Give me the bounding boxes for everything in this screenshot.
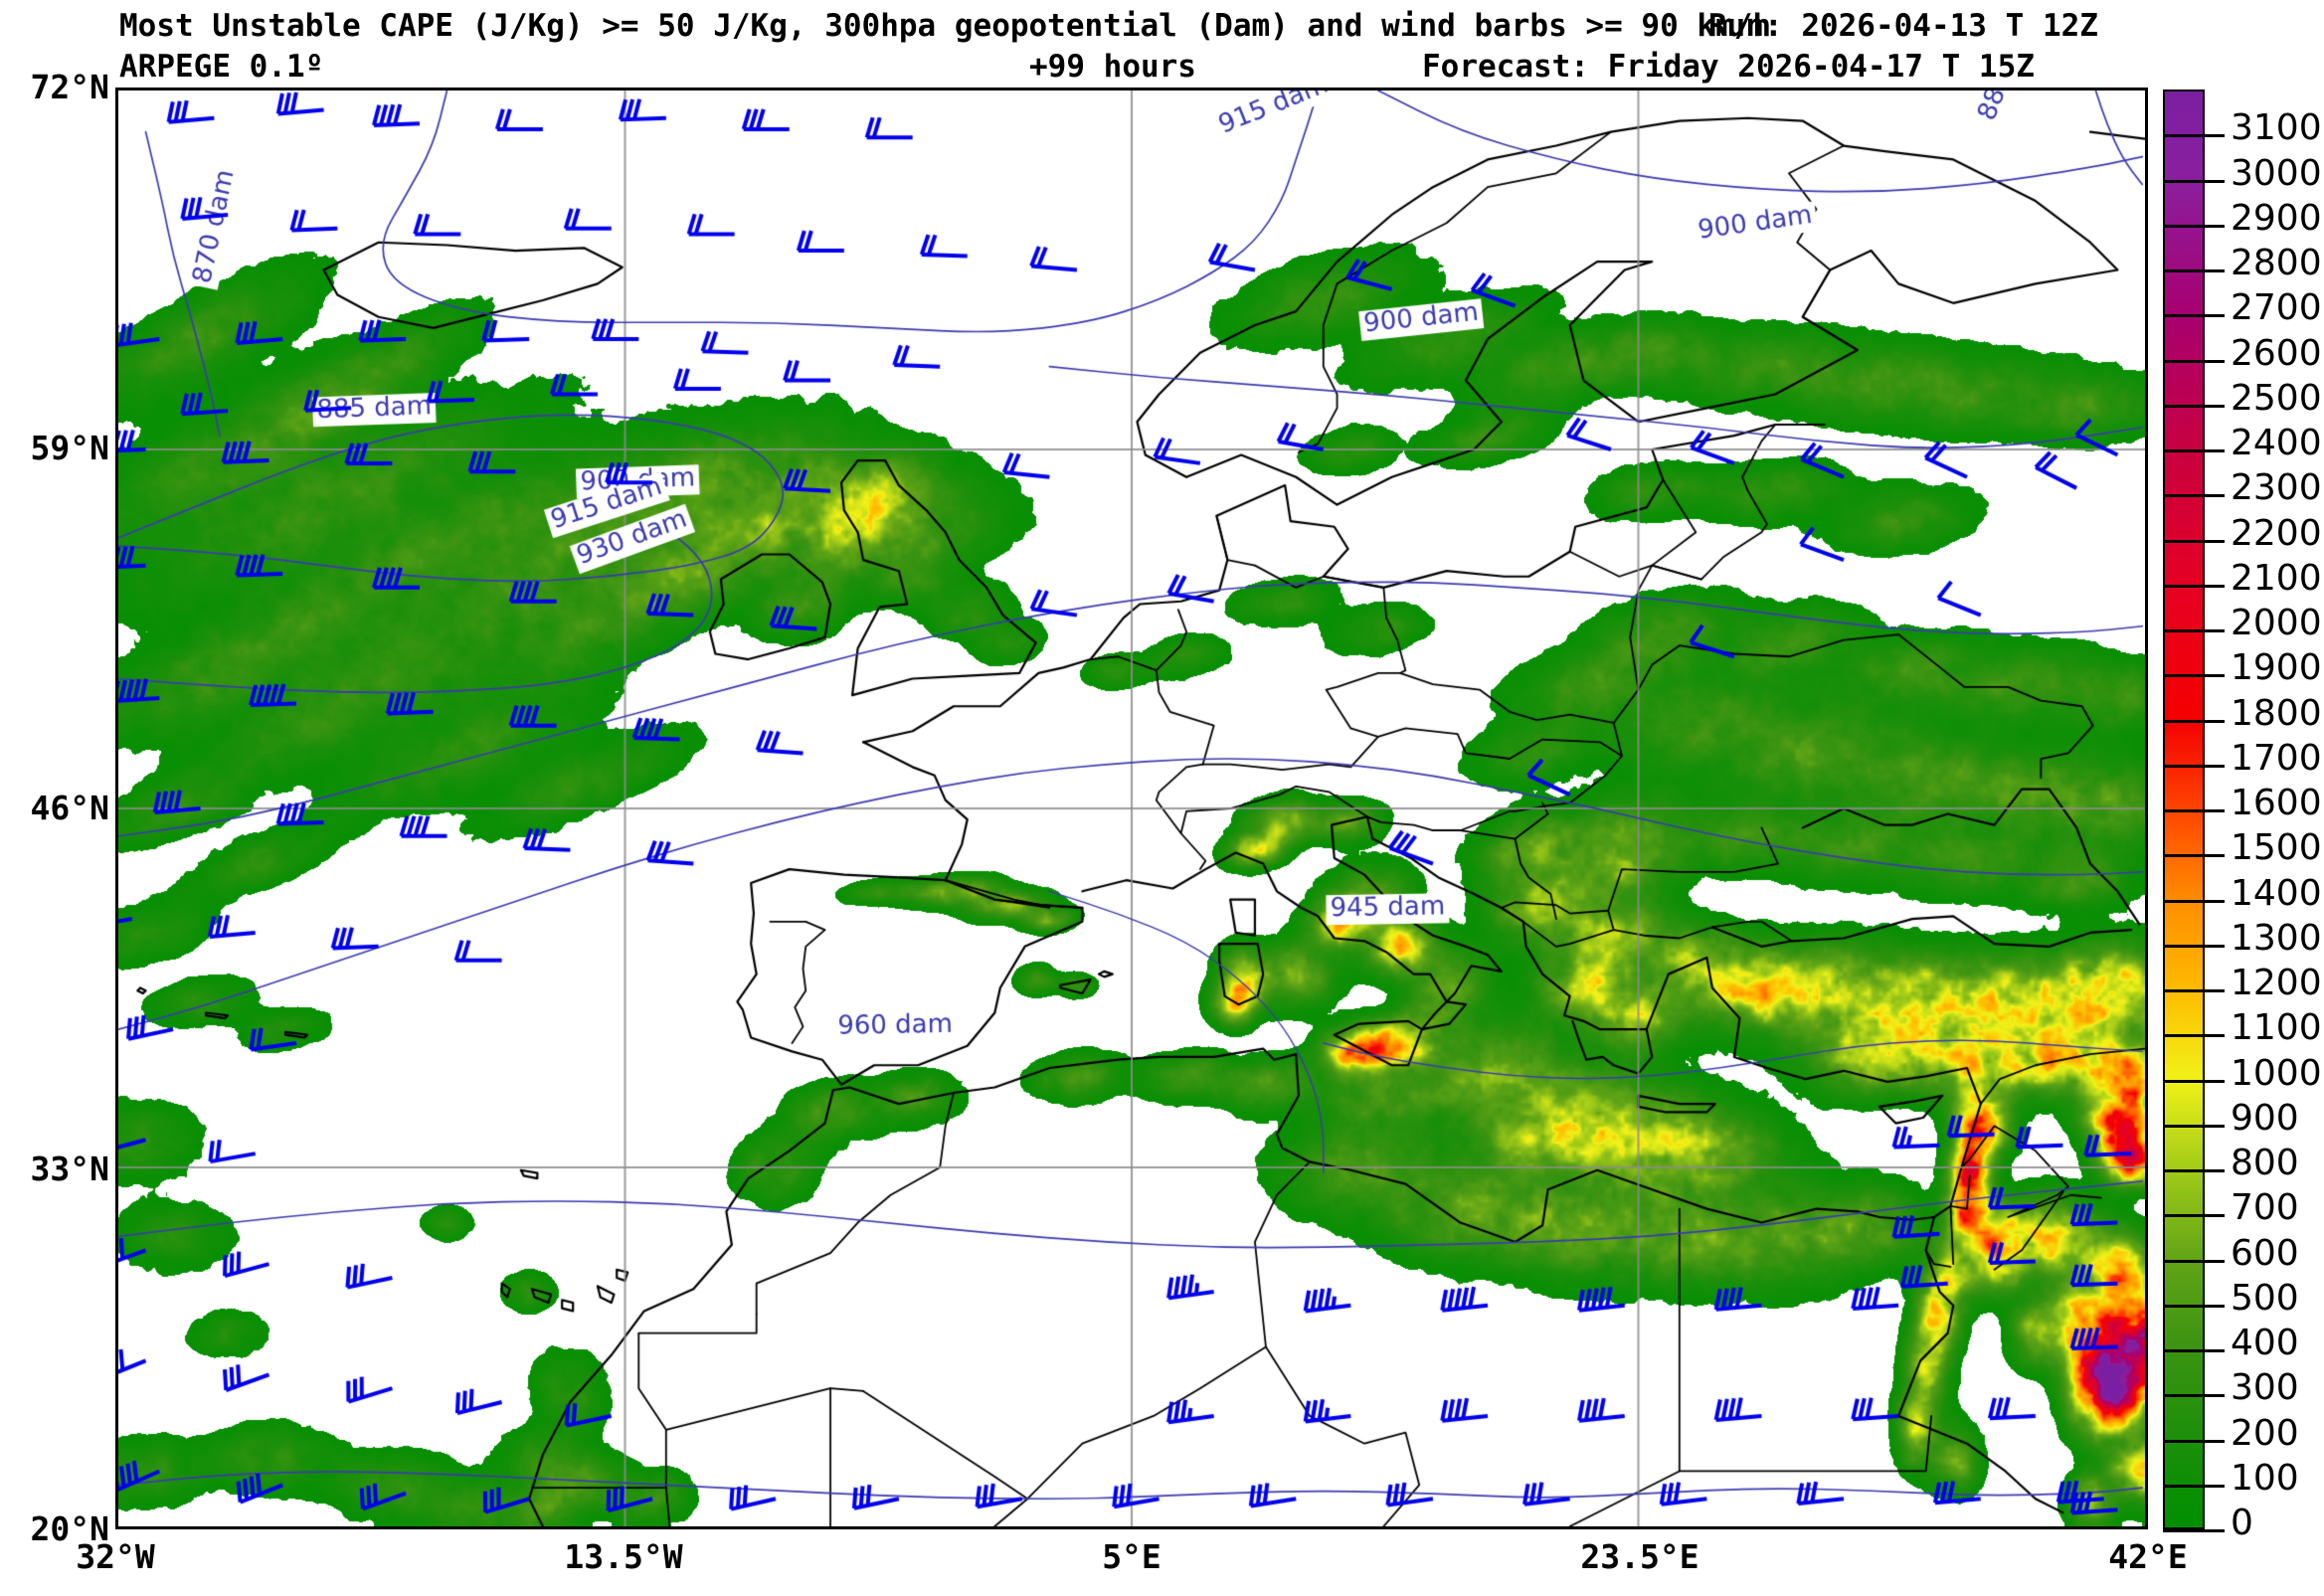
y-axis-tick-label: 20°N	[30, 1509, 109, 1548]
colorbar-tick-mark	[2163, 1394, 2225, 1398]
y-axis-tick-label: 72°N	[30, 68, 109, 106]
colorbar-tick-label: 1500	[2231, 827, 2322, 869]
colorbar-tick-mark	[2163, 899, 2225, 903]
colorbar-tick-mark	[2163, 1529, 2225, 1532]
colorbar-tick-mark	[2163, 1169, 2225, 1172]
colorbar-tick-mark	[2163, 944, 2225, 948]
colorbar-tick-label: 3100	[2231, 107, 2322, 149]
colorbar-tick-label: 1400	[2231, 872, 2322, 914]
colorbar-tick-mark	[2163, 629, 2225, 632]
x-axis-tick-label: 13.5°W	[564, 1537, 683, 1576]
colorbar-tick-label: 2700	[2231, 287, 2322, 329]
lead-time-label: +99 hours	[1029, 49, 1196, 85]
colorbar-tick-mark	[2163, 359, 2225, 363]
colorbar-tick-label: 600	[2231, 1232, 2299, 1274]
colorbar-tick-mark	[2163, 989, 2225, 992]
colorbar-tick-label: 2600	[2231, 332, 2322, 374]
colorbar-tick-mark	[2163, 1304, 2225, 1308]
colorbar-tick-label: 800	[2231, 1143, 2299, 1183]
colorbar-tick-mark	[2163, 1034, 2225, 1038]
colorbar-tick-label: 1700	[2231, 737, 2322, 779]
colorbar-tick-mark	[2163, 224, 2225, 228]
x-axis-tick-label: 42°E	[2108, 1537, 2188, 1576]
x-axis-tick-label: 23.5°E	[1580, 1537, 1699, 1576]
colorbar-tick-label: 3000	[2231, 152, 2322, 194]
y-axis-tick-label: 46°N	[30, 789, 109, 827]
colorbar-tick-mark	[2163, 314, 2225, 318]
page-title: Most Unstable CAPE (J/Kg) >= 50 J/Kg, 30…	[119, 8, 1772, 44]
colorbar-tick-mark	[2163, 584, 2225, 588]
colorbar-tick-mark	[2163, 1439, 2225, 1443]
colorbar-tick-label: 2500	[2231, 377, 2322, 419]
colorbar-tick-label: 2300	[2231, 467, 2322, 509]
cape-field-canvas	[118, 90, 2145, 1526]
colorbar-tick-label: 2800	[2231, 243, 2322, 283]
colorbar-tick-label: 200	[2231, 1412, 2299, 1454]
x-axis-tick-label: 32°W	[76, 1537, 155, 1576]
colorbar-tick-label: 2100	[2231, 557, 2322, 599]
colorbar-tick-label: 2000	[2231, 603, 2322, 643]
map-plot-area[interactable]	[115, 88, 2148, 1529]
colorbar-tick-mark	[2163, 449, 2225, 452]
colorbar-tick-mark	[2163, 134, 2225, 138]
colorbar-tick-mark	[2163, 854, 2225, 858]
y-axis-tick-label: 33°N	[30, 1149, 109, 1188]
colorbar-tick-label: 100	[2231, 1457, 2299, 1499]
colorbar-tick-label: 1300	[2231, 917, 2322, 959]
model-name-label: ARPEGE 0.1º	[119, 49, 324, 85]
colorbar-tick-mark	[2163, 539, 2225, 543]
y-axis-tick-label: 59°N	[30, 428, 109, 467]
colorbar-tick-mark	[2163, 404, 2225, 408]
colorbar-tick-label: 2400	[2231, 423, 2322, 463]
colorbar-tick-label: 700	[2231, 1187, 2299, 1229]
chart-title-block: Most Unstable CAPE (J/Kg) >= 50 J/Kg, 30…	[0, 0, 2324, 86]
colorbar-tick-label: 500	[2231, 1277, 2299, 1319]
colorbar-tick-mark	[2163, 269, 2225, 272]
colorbar-tick-label: 1000	[2231, 1052, 2322, 1094]
colorbar-tick-mark	[2163, 1079, 2225, 1083]
colorbar-tick-label: 0	[2231, 1503, 2253, 1543]
x-axis-tick-label: 5°E	[1102, 1537, 1162, 1576]
colorbar-tick-mark	[2163, 1214, 2225, 1218]
colorbar-tick-label: 1900	[2231, 647, 2322, 689]
colorbar-tick-mark	[2163, 1484, 2225, 1488]
colorbar-tick-mark	[2163, 809, 2225, 812]
forecast-valid-label: Forecast: Friday 2026-04-17 T 15Z	[1422, 49, 2035, 85]
colorbar-tick-mark	[2163, 179, 2225, 183]
colorbar-tick-label: 1100	[2231, 1007, 2322, 1049]
colorbar-tick-mark	[2163, 494, 2225, 498]
model-run-label: Run: 2026-04-13 T 12Z	[1708, 8, 2098, 44]
colorbar-tick-label: 2900	[2231, 197, 2322, 239]
colorbar-tick-label: 400	[2231, 1323, 2299, 1363]
colorbar-tick-mark	[2163, 764, 2225, 768]
colorbar-tick-label: 300	[2231, 1367, 2299, 1409]
colorbar-tick-mark	[2163, 1124, 2225, 1128]
colorbar-tick-mark	[2163, 1349, 2225, 1352]
colorbar-tick-label: 1800	[2231, 692, 2322, 734]
colorbar-tick-label: 900	[2231, 1097, 2299, 1139]
colorbar-tick-mark	[2163, 674, 2225, 678]
colorbar-tick-mark	[2163, 1259, 2225, 1263]
colorbar-tick-mark	[2163, 719, 2225, 723]
colorbar-tick-label: 2200	[2231, 512, 2322, 554]
colorbar-tick-label: 1600	[2231, 783, 2322, 823]
colorbar-tick-label: 1200	[2231, 963, 2322, 1003]
